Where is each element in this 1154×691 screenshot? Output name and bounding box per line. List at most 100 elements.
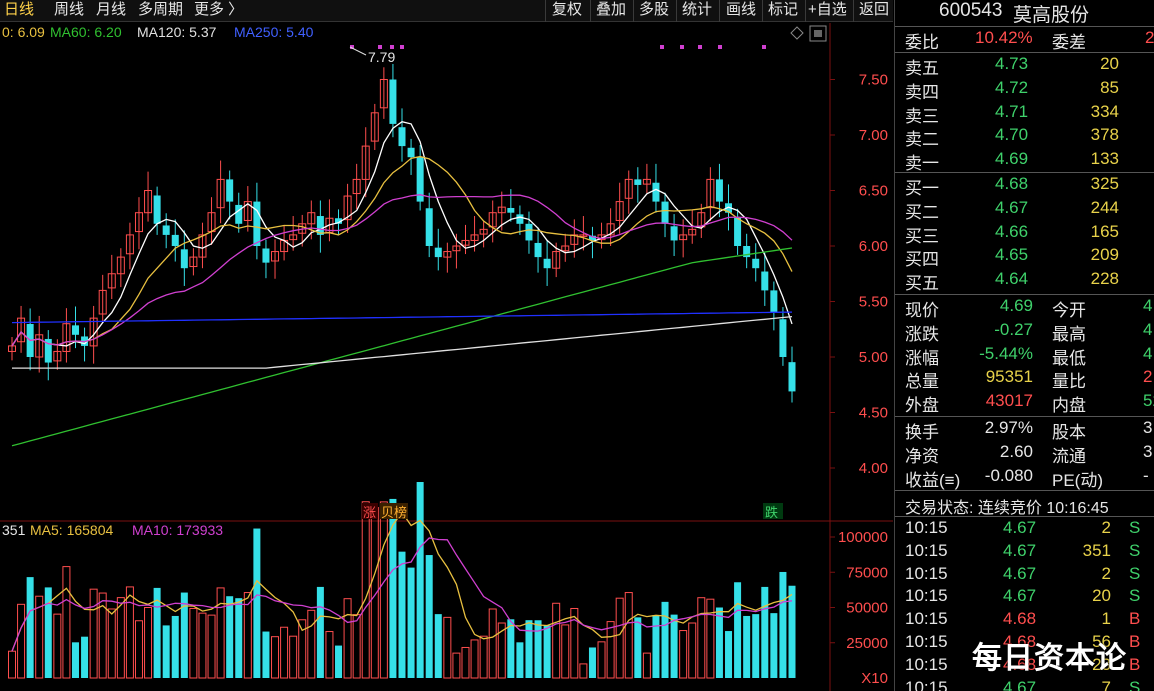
watermark-text: 每日资本论 <box>972 641 1127 676</box>
period-weekly-tab[interactable]: 周线 <box>54 1 85 18</box>
overlay-button[interactable]: 叠加 <box>596 1 627 18</box>
multi-stock-button[interactable]: 多股 <box>639 1 670 18</box>
tick-row: 10:15 4.67 2 S <box>895 518 1154 541</box>
volume-bar <box>226 596 234 678</box>
period-daily-tab[interactable]: 日线 <box>4 1 35 18</box>
volume-bar <box>116 597 125 679</box>
volume-bar <box>615 597 624 679</box>
stat-value: 4 <box>1143 319 1153 339</box>
candle-body <box>335 218 343 224</box>
volume-bar <box>53 613 62 679</box>
event-dot <box>350 45 354 49</box>
tick-side: S <box>1129 540 1141 560</box>
volume-bar <box>17 603 26 679</box>
mark-button[interactable]: 标记 <box>768 1 799 18</box>
candle-body <box>725 203 733 213</box>
back-button[interactable]: 返回 <box>859 1 890 18</box>
tick-price: 4.68 <box>1003 632 1037 651</box>
volume-bar <box>144 607 153 679</box>
candle-body <box>452 245 461 252</box>
volume-bar <box>335 645 343 678</box>
candle-body <box>779 319 787 357</box>
volume-bar <box>198 612 207 679</box>
volume-bar <box>624 592 633 679</box>
volume-tick-label: 100000 <box>838 529 888 546</box>
fuquan-button[interactable]: 复权 <box>552 1 583 18</box>
candle-body <box>53 350 62 362</box>
add-watchlist-button[interactable]: +自选 <box>808 1 847 18</box>
volume-bar <box>243 592 252 679</box>
stat-label: 最高 <box>1052 324 1086 344</box>
volume-bar <box>189 607 198 679</box>
ma10-line <box>11 155 793 347</box>
event-dot <box>718 45 722 49</box>
sell-order-price: 4.71 <box>995 101 1029 121</box>
candle-body <box>652 182 660 202</box>
volume-bar <box>561 624 570 679</box>
ma5-line <box>11 120 793 347</box>
kline-chart[interactable]: 7.50 7.00 6.50 6.00 5.50 5.00 4.50 4.00 100000 7… <box>0 23 893 691</box>
volume-bar <box>761 586 769 678</box>
event-dot <box>390 45 394 49</box>
volume-bar <box>652 615 660 678</box>
volume-bar <box>434 614 442 678</box>
candle-body <box>561 245 570 252</box>
more-menu[interactable]: 更多 〉 <box>194 1 244 18</box>
volume-bar <box>588 647 596 678</box>
multi-period-tab[interactable]: 多周期 <box>138 1 184 18</box>
tick-price: 4.67 <box>1003 563 1037 583</box>
diamond-icon[interactable] <box>790 26 804 40</box>
badge-bang: 贝榜 <box>381 505 407 520</box>
stat-label: 股本 <box>1052 423 1086 442</box>
volume-bar <box>779 571 787 678</box>
candle-body <box>615 201 624 221</box>
volume-bar <box>271 636 280 679</box>
candle-body <box>679 234 688 241</box>
volume-bar <box>134 620 143 679</box>
buy-order-label: 买三 <box>905 226 939 246</box>
stat-value: 2.97% <box>984 418 1033 437</box>
candle-body <box>552 251 561 269</box>
quote-panel: 600543 莫高股份 委比 10.42% 委差 2 卖五 4.73 20 卖四 4.7… <box>894 0 1154 691</box>
candle-body <box>543 258 551 269</box>
volume-bar <box>461 646 470 679</box>
volume-bar <box>543 625 551 678</box>
tick-volume: 2 <box>1101 518 1111 537</box>
stat-row: 换手 2.97% 股本 3.2 <box>895 418 1154 442</box>
sell-order-price: 4.70 <box>995 125 1029 145</box>
high-price-annotation: 7.79 <box>349 46 395 65</box>
sell-order-volume: 20 <box>1100 54 1119 73</box>
tick-volume: 56 <box>1092 632 1111 651</box>
kline-chart-area[interactable]: 7.50 7.00 6.50 6.00 5.50 5.00 4.50 4.00 100000 7… <box>0 23 893 691</box>
statistics-button[interactable]: 统计 <box>682 1 713 18</box>
ma250-label: MA250: 5.40 <box>234 24 314 40</box>
stat-label: 流通 <box>1052 446 1086 466</box>
candle-body <box>189 256 198 268</box>
collapse-icon[interactable] <box>809 25 827 42</box>
candle-body <box>35 334 44 358</box>
candle-body <box>706 178 715 209</box>
volume-bar <box>81 636 89 678</box>
sell-order-volume: 378 <box>1090 125 1119 145</box>
volume-bar <box>479 635 488 679</box>
stock-code: 600543 <box>939 0 1003 21</box>
volume-bar <box>262 631 270 678</box>
tick-time: 10:15 <box>905 540 948 560</box>
price-tick-label: 7.00 <box>859 127 888 144</box>
period-monthly-tab[interactable]: 月线 <box>96 1 127 18</box>
stat-row: 现价 4.69 今开 4 <box>895 296 1154 320</box>
price-tick-label: 4.00 <box>859 460 888 477</box>
sell-order-volume: 85 <box>1100 77 1119 97</box>
candle-body <box>144 190 153 214</box>
draw-line-button[interactable]: 画线 <box>726 1 757 18</box>
buy-order-price: 4.66 <box>995 221 1029 241</box>
badge-zhang: 涨 <box>363 505 376 520</box>
stat-value: 3.2 <box>1143 441 1154 461</box>
moving-average-lines <box>11 120 793 447</box>
event-dot <box>762 45 766 49</box>
stat-row: 涨幅 -5.44% 最低 4 <box>895 344 1154 368</box>
stat-value: 523 <box>1143 391 1154 411</box>
buy-order-price: 4.67 <box>995 197 1029 217</box>
candle-body <box>434 247 442 258</box>
stock-name: 莫高股份 <box>1013 5 1090 26</box>
